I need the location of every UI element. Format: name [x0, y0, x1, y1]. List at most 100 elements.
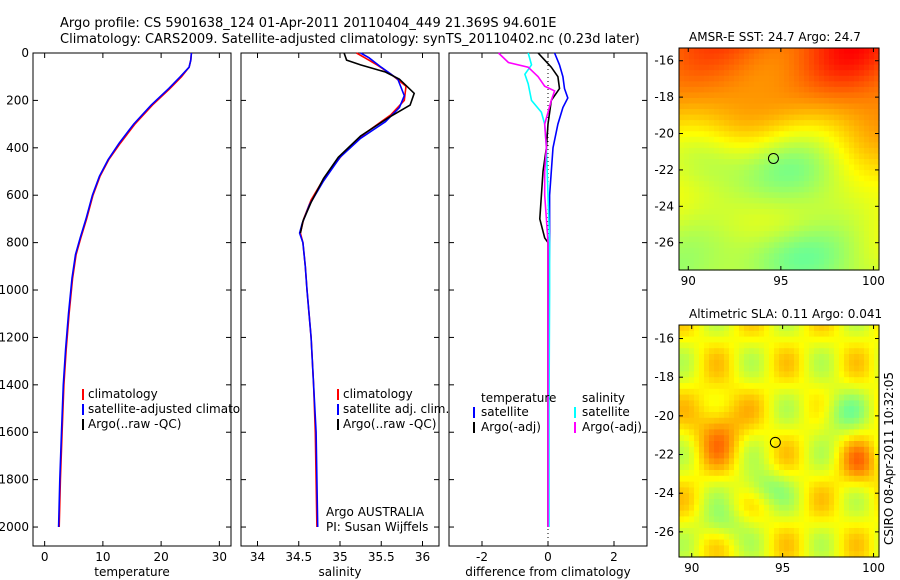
heatmap-cell	[799, 70, 805, 77]
heatmap-cell	[759, 365, 765, 372]
heatmap-cell	[719, 330, 725, 338]
heatmap-cell	[759, 452, 765, 459]
heatmap-cell	[724, 330, 730, 338]
heatmap-cell	[859, 114, 865, 121]
heatmap-cell	[829, 383, 835, 390]
x-tick-label: 0	[544, 550, 552, 564]
heatmap-cell	[709, 64, 715, 71]
heatmap-cell	[854, 142, 860, 149]
heatmap-cell	[854, 103, 860, 110]
heatmap-cell	[784, 131, 790, 138]
heatmap-cell	[824, 231, 830, 238]
heatmap-cell	[744, 242, 750, 249]
heatmap-cell	[719, 97, 725, 105]
heatmap-cell	[699, 208, 705, 216]
heatmap-cell	[874, 114, 880, 121]
heatmap-cell	[844, 354, 850, 361]
heatmap-cell	[679, 131, 685, 138]
heatmap-cell	[814, 258, 820, 266]
heatmap-cell	[859, 203, 865, 210]
heatmap-cell	[684, 470, 690, 477]
heatmap-cell	[829, 242, 835, 249]
heatmap-cell	[759, 539, 765, 546]
heatmap-cell	[744, 247, 750, 254]
heatmap-cell	[734, 231, 740, 238]
heatmap-cell	[829, 192, 835, 199]
heatmap-cell	[829, 441, 835, 448]
heatmap-cell	[744, 354, 750, 361]
heatmap-cell	[869, 192, 875, 199]
heatmap-cell	[694, 75, 700, 82]
heatmap-cell	[714, 86, 720, 93]
heatmap-cell	[864, 264, 870, 271]
heatmap-cell	[764, 510, 770, 517]
heatmap-cell	[679, 551, 685, 558]
heatmap-cell	[769, 458, 775, 465]
heatmap-cell	[844, 208, 850, 216]
heatmap-cell	[794, 394, 800, 401]
heatmap-cell	[714, 220, 720, 227]
heatmap-cell	[749, 499, 755, 506]
heatmap-cell	[734, 470, 740, 477]
heatmap-cell	[699, 242, 705, 249]
heatmap-cell	[719, 142, 725, 149]
heatmap-cell	[709, 120, 715, 127]
heatmap-cell	[729, 92, 735, 99]
heatmap-cell	[854, 533, 860, 541]
heatmap-cell	[844, 336, 850, 343]
heatmap-cell	[799, 86, 805, 93]
heatmap-cell	[809, 464, 815, 471]
heatmap-cell	[869, 86, 875, 93]
heatmap-cell	[724, 48, 730, 55]
heatmap-cell	[814, 175, 820, 182]
heatmap-cell	[814, 70, 820, 77]
heatmap-cell	[694, 247, 700, 254]
heatmap-cell	[699, 412, 705, 419]
heatmap-cell	[714, 242, 720, 249]
heatmap-cell	[759, 412, 765, 419]
heatmap-cell	[764, 377, 770, 384]
heatmap-cell	[854, 504, 860, 512]
heatmap-cell	[729, 236, 735, 243]
heatmap-cell	[764, 75, 770, 82]
heatmap-cell	[754, 142, 760, 149]
heatmap-cell	[844, 394, 850, 401]
heatmap-cell	[709, 109, 715, 116]
heatmap-cell	[764, 97, 770, 105]
heatmap-cell	[759, 170, 765, 177]
heatmap-cell	[779, 159, 785, 166]
heatmap-cell	[714, 64, 720, 71]
heatmap-cell	[779, 220, 785, 227]
heatmap-cell	[759, 429, 765, 436]
heatmap-cell	[714, 545, 720, 552]
heatmap-cell	[794, 81, 800, 88]
heatmap-cell	[789, 539, 795, 546]
heatmap-cell	[794, 423, 800, 430]
heatmap-cell	[844, 153, 850, 160]
heatmap-cell	[819, 70, 825, 77]
heatmap-cell	[759, 214, 765, 221]
heatmap-cell	[774, 170, 780, 177]
heatmap-cell	[874, 164, 880, 171]
heatmap-cell	[839, 253, 845, 260]
heatmap-cell	[859, 164, 865, 171]
heatmap-cell	[694, 359, 700, 367]
heatmap-cell	[809, 446, 815, 454]
heatmap-cell	[849, 412, 855, 419]
heatmap-cell	[679, 75, 685, 82]
heatmap-cell	[684, 377, 690, 384]
heatmap-cell	[714, 186, 720, 193]
heatmap-cell	[864, 142, 870, 149]
heatmap-cell	[824, 470, 830, 477]
heatmap-cell	[734, 388, 740, 396]
heatmap-cell	[759, 253, 765, 260]
heatmap-cell	[729, 86, 735, 93]
heatmap-cell	[734, 197, 740, 204]
heatmap-cell	[834, 220, 840, 227]
heatmap-cell	[749, 336, 755, 343]
heatmap-cell	[724, 516, 730, 523]
heatmap-cell	[779, 481, 785, 488]
heatmap-cell	[764, 516, 770, 523]
heatmap-cell	[854, 53, 860, 60]
heatmap-cell	[794, 348, 800, 355]
